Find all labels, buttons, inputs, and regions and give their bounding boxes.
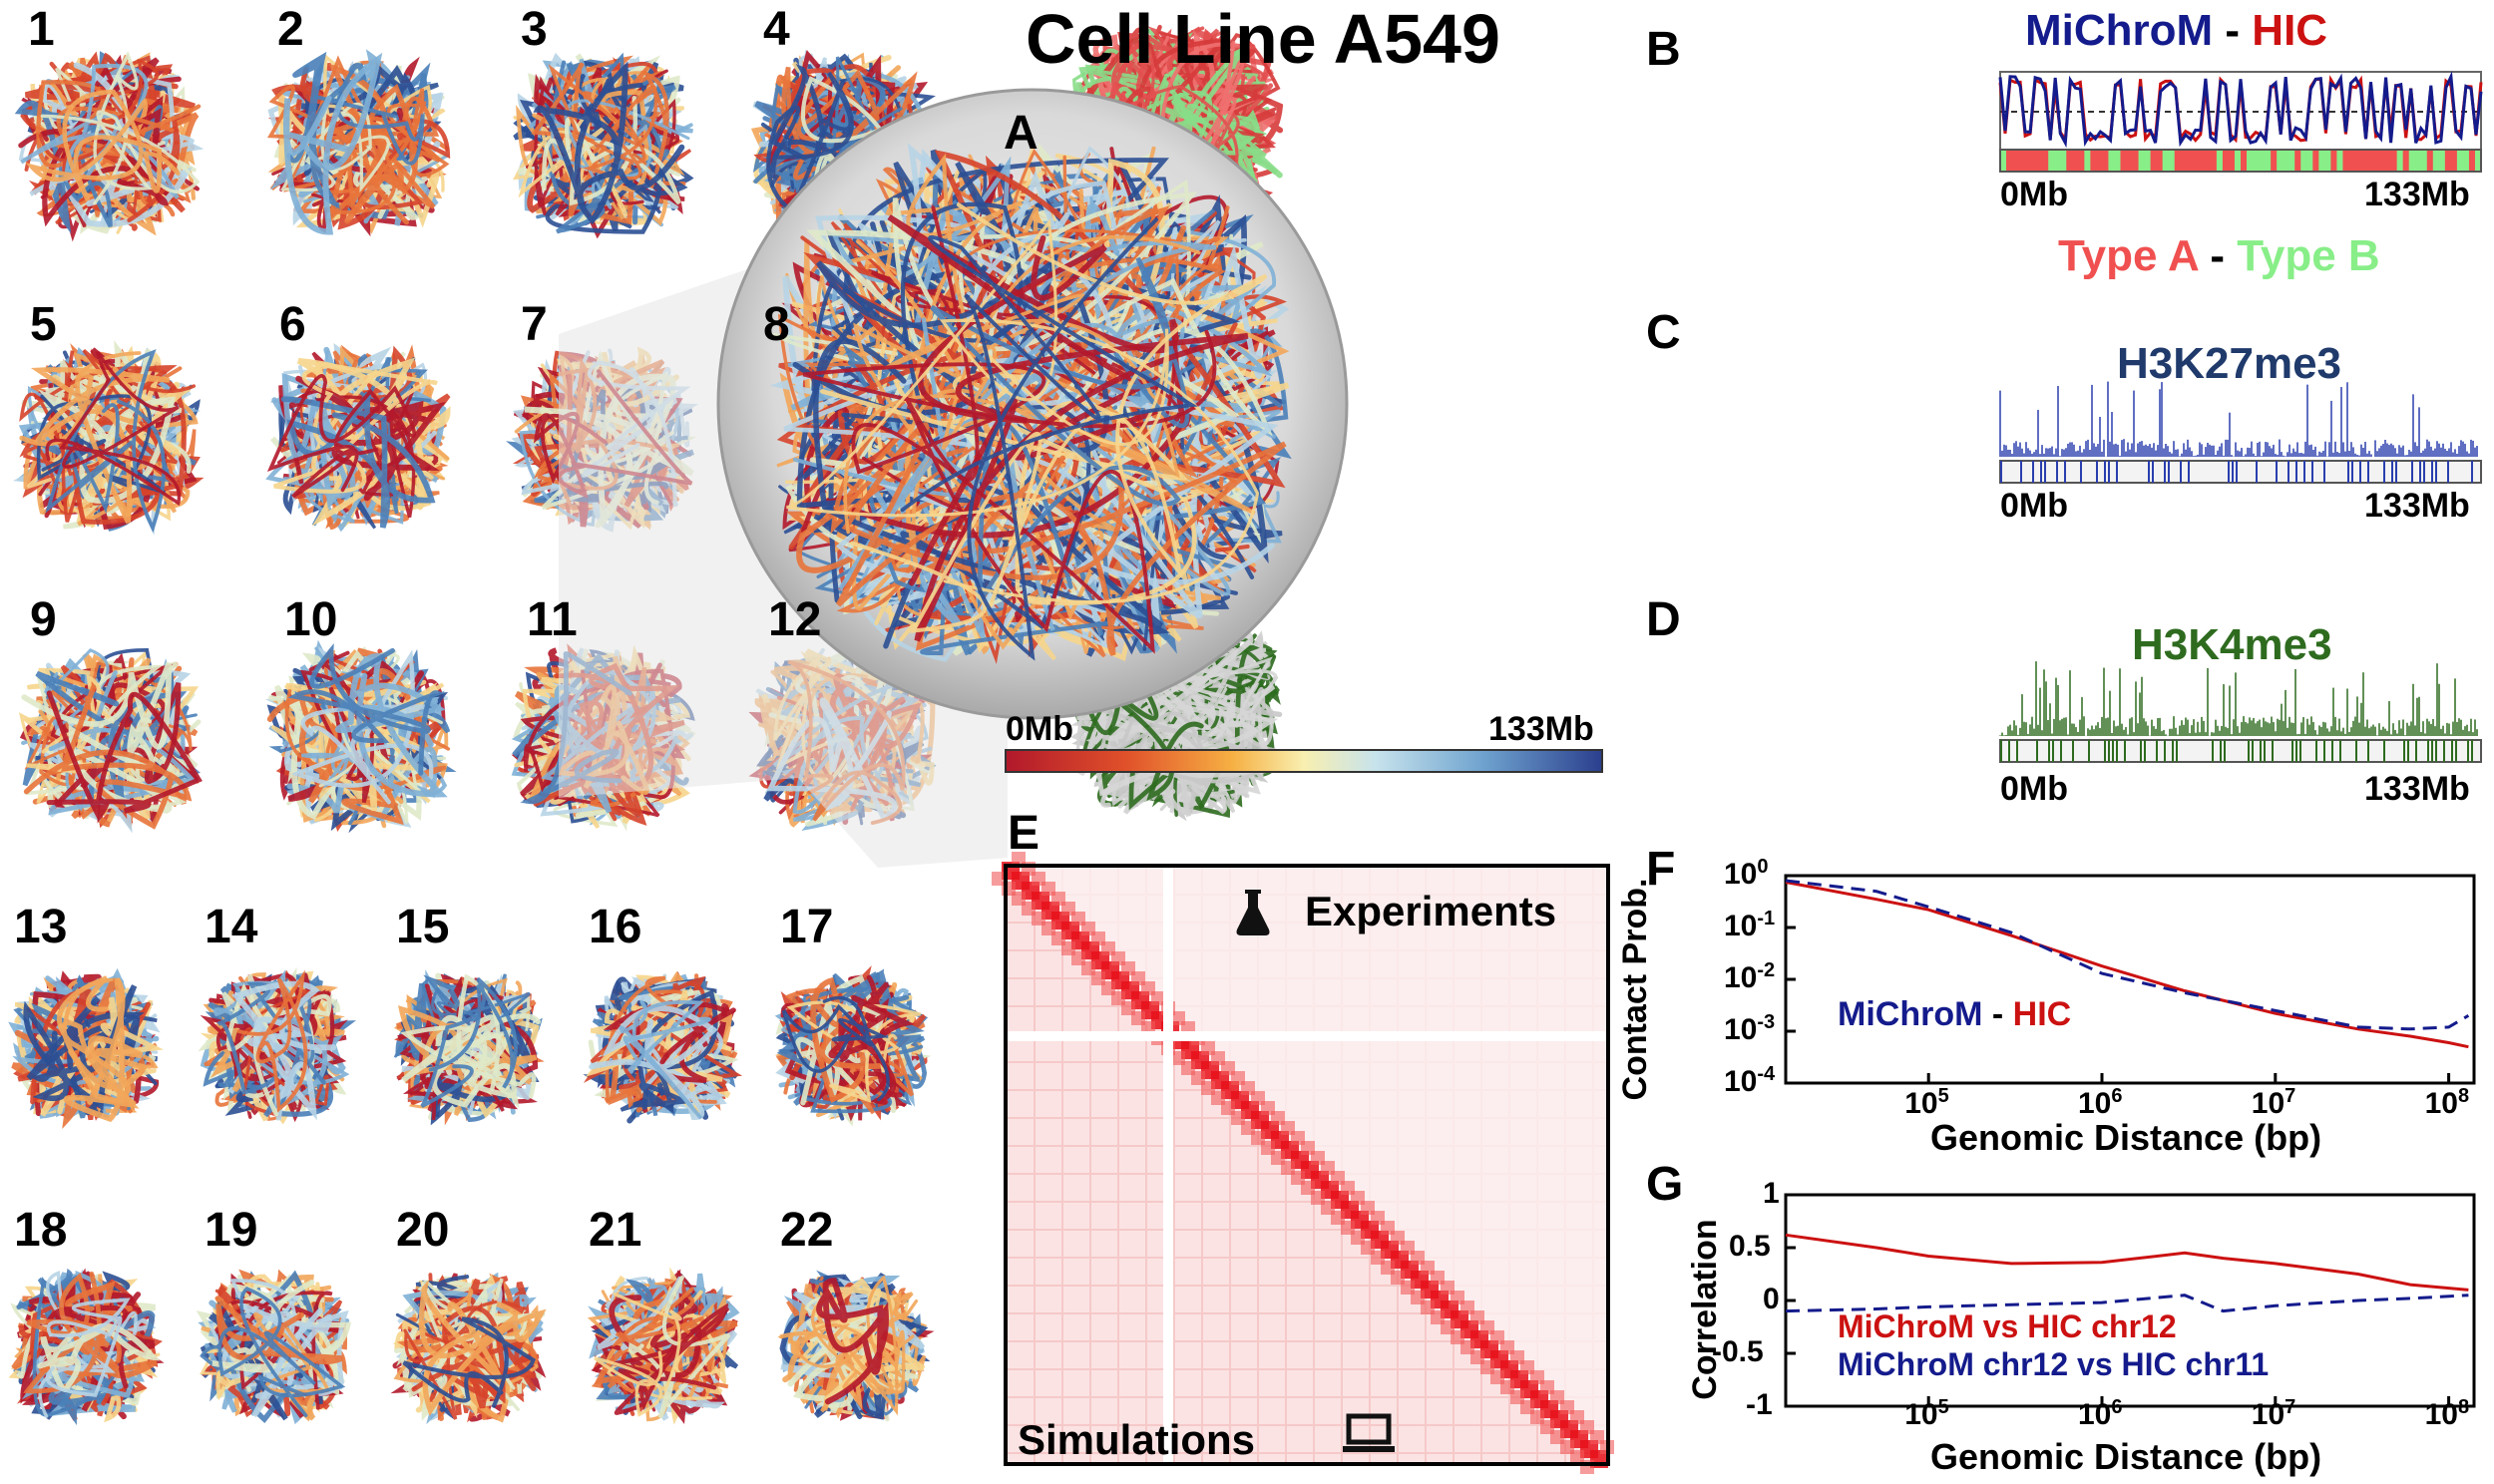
- panel-e-experiments-label: Experiments: [1305, 888, 1557, 934]
- panel-g-xtick: 106: [2077, 1396, 2123, 1431]
- flask-icon: [1236, 890, 1270, 935]
- panel-c-axis-right: 133Mb: [2364, 487, 2470, 525]
- panel-a-sphere: [559, 88, 1349, 868]
- panel-f-xtick: 105: [1904, 1085, 1949, 1120]
- panel-f-legend-hic: HIC: [2012, 995, 2072, 1033]
- panel-f-ytick: 10-4: [1724, 1063, 1776, 1098]
- chromosome-label: 3: [521, 3, 548, 56]
- panel-c-title: H3K27me3: [2117, 339, 2342, 388]
- chr12-correlation-line: [1785, 1233, 2469, 1292]
- panel-b-type-b: Type B: [2237, 231, 2380, 280]
- chromosome-label: 8: [763, 298, 790, 351]
- chromosome-label: 17: [780, 901, 834, 953]
- panel-f-axes: [1784, 874, 2476, 1085]
- chromosome-label: 10: [284, 593, 338, 646]
- panel-label-d: D: [1646, 593, 1681, 646]
- chromosome-label: 20: [396, 1204, 450, 1257]
- colorbar-gradient: [1005, 749, 1603, 773]
- panel-label-c: C: [1646, 306, 1681, 359]
- panel-d-axis-left: 0Mb: [2000, 770, 2068, 808]
- panel-f-xtick: 106: [2077, 1085, 2123, 1120]
- panel-g-ytick: 0.5: [1729, 1230, 1771, 1263]
- hic-contact-line: [1785, 881, 2469, 1049]
- chromosome-label: 13: [14, 901, 68, 953]
- panel-e-heatmap: [992, 852, 1614, 1474]
- chromosome-label: 22: [780, 1204, 834, 1257]
- panel-c-track: [1999, 381, 2482, 484]
- panel-g-ylabel: Correlation: [1686, 1219, 1724, 1400]
- chromosome-label: 7: [521, 298, 548, 351]
- panel-b-axis-left: 0Mb: [2000, 176, 2068, 213]
- panel-b-types-separator: -: [2198, 231, 2238, 280]
- panel-g-xtick: 107: [2251, 1396, 2296, 1431]
- laptop-icon: [1343, 1413, 1395, 1452]
- panel-g-legend-blue: MiChroM chr12 vs HIC chr11: [1838, 1346, 2270, 1382]
- panel-label-a: A: [1004, 107, 1039, 160]
- panel-b-title-hic: HIC: [2252, 6, 2328, 55]
- panel-b-track: [1998, 71, 2483, 173]
- panel-f-ylabel: Contact Prob.: [1616, 878, 1654, 1101]
- panel-g-ytick: -0.5: [1712, 1335, 1764, 1368]
- chromosome-label: 18: [14, 1204, 68, 1257]
- panel-d-axis-right: 133Mb: [2364, 770, 2470, 808]
- panel-f-legend: MiChroM - HIC: [1838, 995, 2071, 1034]
- panel-f-ytick: 10-1: [1724, 908, 1776, 942]
- panel-c-axis-left: 0Mb: [2000, 487, 2068, 525]
- chromosome-label: 12: [768, 593, 822, 646]
- panel-f-legend-separator: -: [1982, 995, 2013, 1033]
- chromosome-label: 1: [28, 3, 55, 56]
- chromosome-label: 15: [396, 901, 450, 953]
- panel-g-xtick: 108: [2424, 1396, 2470, 1431]
- panel-g-xlabel: Genomic Distance (bp): [1930, 1436, 2322, 1477]
- chromosome-label: 21: [589, 1204, 642, 1257]
- chromosome-label: 9: [30, 593, 57, 646]
- panel-d-title: H3K4me3: [2132, 620, 2332, 669]
- panel-f-ytick: 100: [1724, 856, 1769, 891]
- chromosome-label: 16: [589, 901, 642, 953]
- chr12-vs-chr11-correlation-line: [1785, 1294, 2469, 1313]
- panel-g-ytick: 0: [1763, 1283, 1780, 1315]
- panel-b-type-a: Type A: [2058, 231, 2199, 280]
- panel-b-title-michrom: MiChroM: [2025, 6, 2214, 55]
- chromosome-label: 2: [277, 3, 304, 56]
- panel-f-legend-michrom: MiChroM: [1838, 995, 1983, 1033]
- panel-b-axis-right: 133Mb: [2364, 176, 2470, 213]
- panel-g-ytick: -1: [1746, 1388, 1773, 1421]
- panel-b-title-separator: -: [2213, 6, 2253, 55]
- panel-f-xtick: 107: [2251, 1085, 2296, 1120]
- panel-g-ytick: 1: [1763, 1177, 1780, 1210]
- panel-label-b: B: [1646, 23, 1681, 76]
- panel-label-g: G: [1646, 1158, 1684, 1211]
- figure-title: Cell Line A549: [1026, 0, 1500, 78]
- chromosome-label: 4: [763, 3, 790, 56]
- chromosome-label: 5: [30, 298, 57, 351]
- panel-b-types: Type A - Type B: [2058, 231, 2380, 281]
- colorbar-left-label: 0Mb: [1006, 710, 1073, 748]
- panel-d-track: [1999, 661, 2482, 763]
- chromosome-label: 11: [527, 593, 578, 646]
- panel-f-ytick: 10-3: [1724, 1011, 1776, 1046]
- panel-b-title: MiChroM - HIC: [2025, 6, 2327, 56]
- panel-label-f: F: [1646, 843, 1676, 896]
- chromosome-label: 14: [205, 901, 258, 953]
- panel-f-xtick: 108: [2424, 1085, 2470, 1120]
- panel-g-axes: [1784, 1193, 2476, 1408]
- panel-f-xlabel: Genomic Distance (bp): [1930, 1117, 2322, 1158]
- panel-f-ytick: 10-2: [1724, 959, 1776, 994]
- panel-g-legend-red: MiChroM vs HIC chr12: [1838, 1308, 2177, 1344]
- colorbar-right-label: 133Mb: [1488, 710, 1594, 748]
- michrom-contact-line: [1785, 879, 2470, 1031]
- panel-g-xtick: 105: [1904, 1396, 1949, 1431]
- panel-label-e: E: [1008, 807, 1040, 860]
- panel-e-simulations-label: Simulations: [1018, 1416, 1256, 1463]
- chromosome-label: 19: [205, 1204, 258, 1257]
- chromosome-label: 6: [279, 298, 306, 351]
